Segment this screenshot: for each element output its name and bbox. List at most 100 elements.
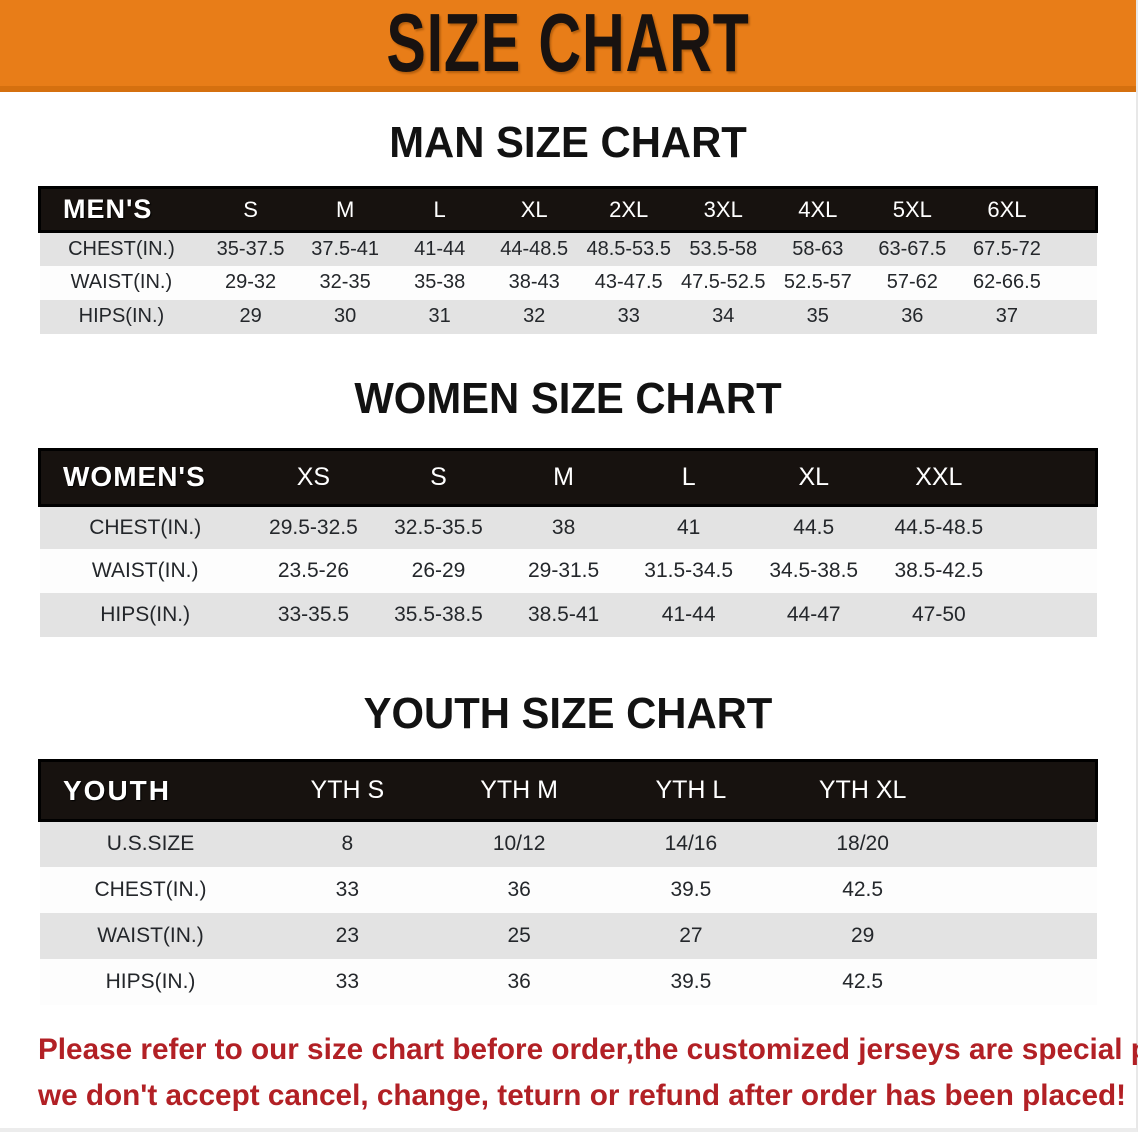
measurement-cell: 43-47.5	[581, 265, 676, 300]
table-row: HIPS(IN.) 33-35.5 35.5-38.5 38.5-41 41-44 44-…	[39, 593, 1097, 637]
header-filler-cell	[1054, 186, 1099, 233]
header-filler-cell	[1001, 447, 1099, 507]
size-column-header: YTH XL	[776, 759, 949, 822]
size-column-header: L	[392, 186, 487, 233]
section-heading-women: WOMEN SIZE CHART	[354, 373, 782, 423]
measurement-cell: 32.5-35.5	[375, 505, 502, 549]
measurement-cell: 42.5	[776, 958, 949, 1005]
measurement-cell: 35.5-38.5	[375, 593, 502, 637]
table-row: HIPS(IN.) 33 36 39.5 42.5	[39, 958, 1097, 1005]
measurement-cell: 34.5-38.5	[751, 549, 877, 593]
measurement-cell: 36	[433, 958, 605, 1005]
page-title: SIZE CHART	[386, 0, 750, 89]
measurement-cell: 47.5-52.5	[675, 265, 771, 300]
measurement-cell: 26-29	[375, 549, 502, 593]
table-row: HIPS(IN.) 29 30 31 32 33 34 35 36 37	[39, 299, 1097, 334]
size-column-header: YTH M	[433, 759, 605, 822]
row-filler-cell	[1001, 549, 1097, 593]
measurement-cell: 35-38	[392, 265, 487, 300]
row-label-cell: WAIST(IN.)	[39, 265, 204, 300]
row-label-cell: U.S.SIZE	[39, 820, 262, 867]
size-column-header: XXL	[876, 447, 1002, 507]
measurement-cell: 29	[203, 299, 298, 334]
youth-size-table: YOUTH YTH S YTH M YTH L YTH XL U.S.SIZE 8 10/12…	[38, 759, 1098, 1005]
measurement-cell: 38-43	[486, 265, 582, 300]
row-label-cell: CHEST(IN.)	[39, 505, 251, 549]
table-row: U.S.SIZE 8 10/12 14/16 18/20	[39, 820, 1097, 867]
size-column-header: XS	[250, 447, 376, 507]
measurement-cell: 31	[392, 299, 487, 334]
table-header-row: YOUTH YTH S YTH M YTH L YTH XL	[38, 759, 1098, 822]
measurement-cell: 38.5-42.5	[876, 549, 1002, 593]
size-column-header: YTH S	[261, 759, 434, 822]
measurement-cell: 27	[605, 912, 777, 959]
measurement-cell: 30	[297, 299, 393, 334]
men-size-table: MEN'S S M L XL 2XL 3XL 4XL 5XL 6XL CHEST(IN.) 35-37…	[38, 186, 1099, 334]
measurement-cell: 33-35.5	[250, 593, 376, 637]
table-title-cell: MEN'S	[38, 186, 204, 233]
section-heading-men: MAN SIZE CHART	[389, 118, 747, 167]
measurement-cell: 41-44	[392, 231, 487, 266]
measurement-cell: 29-31.5	[501, 549, 627, 593]
section-men: MAN SIZE CHART MEN'S S M L XL 2XL 3XL 4XL 5XL 6XL…	[0, 118, 1136, 334]
measurement-cell: 44-48.5	[486, 231, 582, 266]
youth-table-wrapper: YOUTH YTH S YTH M YTH L YTH XL U.S.SIZE 8 10/12…	[0, 759, 1136, 1005]
measurement-cell: 35	[770, 299, 866, 334]
table-title-cell: WOMEN'S	[37, 447, 251, 507]
header-filler-cell	[948, 759, 1098, 822]
measurement-cell: 33	[261, 866, 434, 913]
measurement-cell: 57-62	[865, 265, 960, 300]
table-row: CHEST(IN.) 29.5-32.5 32.5-35.5 38 41 44.5 44.5…	[39, 505, 1097, 549]
measurement-cell: 41	[626, 505, 752, 549]
size-column-header: M	[297, 186, 393, 233]
section-women: WOMEN SIZE CHART WOMEN'S XS S M L XL XXL CHEST(…	[0, 373, 1136, 637]
measurement-cell: 32-35	[297, 265, 393, 300]
row-filler-cell	[948, 820, 1097, 867]
size-column-header: 5XL	[865, 186, 960, 233]
row-label-cell: HIPS(IN.)	[39, 299, 204, 334]
table-row: CHEST(IN.) 33 36 39.5 42.5	[39, 866, 1097, 913]
banner: SIZE CHART	[0, 0, 1136, 92]
measurement-cell: 41-44	[626, 593, 752, 637]
measurement-cell: 34	[675, 299, 771, 334]
men-table-wrapper: MEN'S S M L XL 2XL 3XL 4XL 5XL 6XL CHEST(IN.) 35-37…	[0, 186, 1136, 334]
row-filler-cell	[1054, 299, 1097, 334]
table-row: CHEST(IN.) 35-37.5 37.5-41 41-44 44-48.5 48.5…	[39, 231, 1097, 266]
measurement-cell: 29	[776, 912, 949, 959]
measurement-cell: 48.5-53.5	[581, 231, 676, 266]
row-filler-cell	[1001, 593, 1097, 637]
measurement-cell: 67.5-72	[959, 231, 1055, 266]
row-filler-cell	[1054, 231, 1097, 266]
measurement-cell: 38	[501, 505, 627, 549]
row-filler-cell	[1054, 265, 1097, 300]
size-column-header: S	[375, 447, 502, 507]
measurement-cell: 29.5-32.5	[250, 505, 376, 549]
measurement-cell: 63-67.5	[865, 231, 960, 266]
size-column-header: L	[626, 447, 752, 507]
row-filler-cell	[948, 958, 1097, 1005]
women-table-wrapper: WOMEN'S XS S M L XL XXL CHEST(IN.) 29.5-32.5 32.5…	[0, 447, 1136, 637]
section-heading-youth: YOUTH SIZE CHART	[363, 689, 773, 738]
measurement-cell: 38.5-41	[501, 593, 627, 637]
measurement-cell: 37	[959, 299, 1055, 334]
table-row: WAIST(IN.) 23.5-26 26-29 29-31.5 31.5-34.5 34…	[39, 549, 1097, 593]
table-title-cell: YOUTH	[38, 759, 262, 822]
size-column-header: XL	[751, 447, 877, 507]
row-label-cell: WAIST(IN.)	[39, 912, 262, 959]
size-column-header: M	[501, 447, 627, 507]
row-label-cell: WAIST(IN.)	[39, 549, 251, 593]
measurement-cell: 39.5	[605, 958, 777, 1005]
table-row: WAIST(IN.) 23 25 27 29	[39, 912, 1097, 959]
measurement-cell: 25	[433, 912, 605, 959]
measurement-cell: 29-32	[203, 265, 298, 300]
measurement-cell: 44-47	[751, 593, 877, 637]
measurement-cell: 44.5	[751, 505, 877, 549]
measurement-cell: 53.5-58	[675, 231, 771, 266]
women-size-table: WOMEN'S XS S M L XL XXL CHEST(IN.) 29.5-32.5 32.5…	[37, 447, 1099, 637]
measurement-cell: 33	[261, 958, 434, 1005]
table-header-row: MEN'S S M L XL 2XL 3XL 4XL 5XL 6XL	[38, 186, 1099, 233]
size-column-header: 3XL	[675, 186, 771, 233]
row-filler-cell	[948, 866, 1097, 913]
measurement-cell: 23.5-26	[250, 549, 376, 593]
